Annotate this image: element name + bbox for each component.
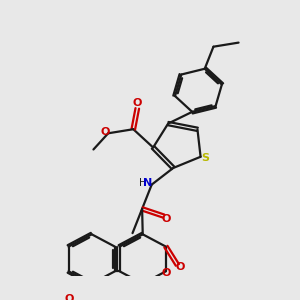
Text: O: O xyxy=(175,262,184,272)
Text: O: O xyxy=(100,127,110,137)
Text: O: O xyxy=(133,98,142,108)
Text: O: O xyxy=(161,268,171,278)
Text: H: H xyxy=(140,178,147,188)
Text: O: O xyxy=(65,294,74,300)
Text: S: S xyxy=(201,153,209,163)
Text: N: N xyxy=(143,178,153,188)
Text: O: O xyxy=(161,214,171,224)
